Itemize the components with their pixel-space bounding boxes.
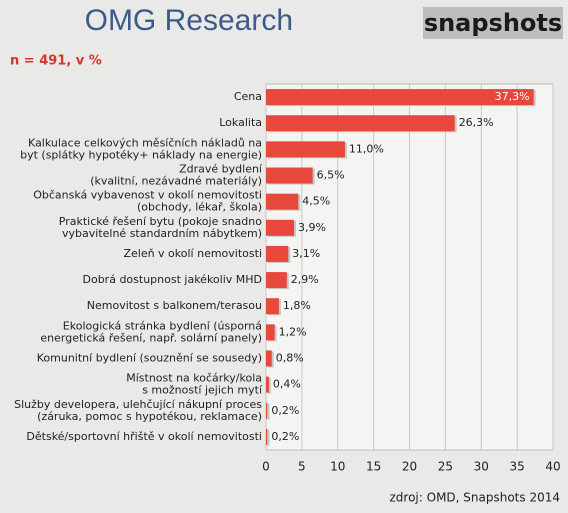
category-label: Lokalita <box>219 116 262 129</box>
x-tick-label: 5 <box>298 460 306 474</box>
x-tick-label: 20 <box>402 460 417 474</box>
category-label: Cena <box>234 90 262 103</box>
bar-shadow <box>268 429 270 446</box>
value-label: 3,9% <box>298 221 326 234</box>
category-label: Občanská vybavenost v okolí nemovitosti <box>33 189 262 202</box>
value-label: 6,5% <box>317 169 345 182</box>
value-label: 1,2% <box>279 325 307 338</box>
bar <box>266 193 299 210</box>
category-label: Praktické řešení bytu (pokoje snadno <box>59 215 263 228</box>
subtitle: n = 491, v % <box>10 54 102 69</box>
bar <box>266 272 287 289</box>
x-tick-label: 10 <box>330 460 345 474</box>
category-label: Zdravé bydlení <box>179 163 263 176</box>
value-label: 0,4% <box>273 378 301 391</box>
bar <box>266 298 279 315</box>
source: zdroj: OMD, Snapshots 2014 <box>390 491 561 505</box>
category-label: s možností jejich mytí <box>142 384 263 397</box>
badge-box <box>423 7 563 39</box>
bar <box>266 350 272 367</box>
category-label: Nemovitost s balkonem/terasou <box>87 299 262 312</box>
category-label: Služby developera, ulehčující nákupní pr… <box>14 398 262 411</box>
category-label: (záruka, pomoc s hypotékou, reklamace) <box>37 410 262 423</box>
bar <box>266 402 268 419</box>
category-label: energetická řešení, např. solární panely… <box>40 331 262 344</box>
category-label: Ekologická stránka bydlení (úsporná <box>63 319 262 332</box>
category-label: Dětské/sportovní hřiště v okolí nemovito… <box>26 430 262 443</box>
category-label: vybavitelné standardním nábytkem) <box>62 227 262 240</box>
value-label: 4,5% <box>302 195 330 208</box>
bar <box>266 428 268 445</box>
category-label: Kalkulace celkových měsíčních nákladů na <box>28 136 262 149</box>
bar <box>266 167 313 184</box>
x-tick-label: 25 <box>438 460 453 474</box>
value-label: 37,3% <box>495 90 530 103</box>
bar <box>266 89 534 106</box>
category-label: byt (splátky hypotéky+ náklady na energi… <box>20 148 262 161</box>
bar <box>266 115 455 132</box>
bar <box>266 376 269 393</box>
value-label: 2,9% <box>291 273 319 286</box>
category-label: Komunitní bydlení (souznění se sousedy) <box>37 352 262 365</box>
value-label: 0,2% <box>271 404 299 417</box>
category-label: Místnost na kočárky/kola <box>126 372 262 385</box>
value-label: 3,1% <box>292 247 320 260</box>
value-label: 0,8% <box>276 352 304 365</box>
x-tick-label: 0 <box>262 460 270 474</box>
bar <box>266 245 289 262</box>
category-label: Dobrá dostupnost jakékoliv MHD <box>83 273 263 286</box>
value-label: 1,8% <box>283 299 311 312</box>
x-tick-label: 30 <box>474 460 489 474</box>
category-label: (obchody, lékař, škola) <box>137 201 262 214</box>
value-label: 26,3% <box>459 116 494 129</box>
bar <box>266 141 345 158</box>
category-label: Zeleň v okolí nemovitosti <box>123 247 262 260</box>
logo: OMG Research <box>85 4 293 37</box>
bar-shadow <box>268 377 271 394</box>
bar <box>266 219 294 236</box>
value-label: 11,0% <box>349 142 384 155</box>
x-tick-label: 15 <box>366 460 381 474</box>
value-label: 0,2% <box>271 430 299 443</box>
x-tick-label: 40 <box>545 460 560 474</box>
x-tick-label: 35 <box>509 460 524 474</box>
bar-shadow <box>268 403 270 420</box>
category-label: (kvalitní, nezávadné materiály) <box>90 175 262 188</box>
bar <box>266 324 275 341</box>
badge: snapshots <box>424 9 562 37</box>
